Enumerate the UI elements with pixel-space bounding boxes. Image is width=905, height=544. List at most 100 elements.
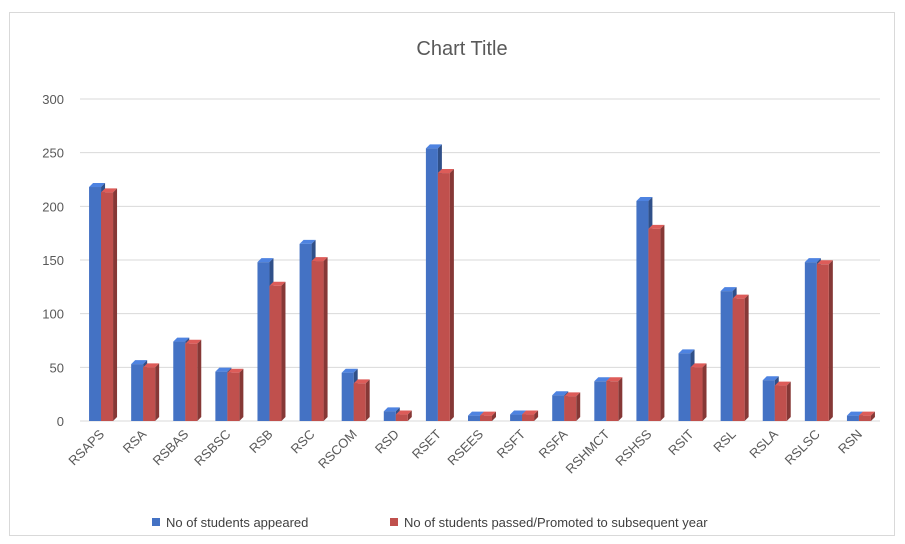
bar-top	[594, 377, 611, 382]
x-tick-label: RSLSC	[782, 427, 823, 468]
bar-front	[732, 298, 745, 421]
bar-front	[131, 364, 144, 421]
bar	[437, 169, 454, 421]
bar-top	[269, 281, 286, 286]
bar-top	[690, 363, 707, 368]
bar	[522, 410, 539, 421]
bar-top	[480, 411, 496, 416]
bar-top	[101, 188, 118, 193]
bar-front	[101, 192, 114, 421]
bar-front	[816, 264, 829, 421]
bar-front	[564, 396, 577, 421]
x-tick-label: RSAPS	[65, 426, 107, 468]
bar-side	[744, 294, 749, 421]
bar-top	[636, 196, 653, 201]
bar-side	[828, 260, 833, 421]
bar-top	[732, 294, 749, 299]
bar-front	[89, 187, 102, 421]
y-tick-label: 300	[42, 92, 64, 107]
bar-top	[816, 260, 833, 265]
y-tick-label: 0	[57, 414, 64, 429]
bar-front	[425, 148, 438, 421]
bar-front	[804, 262, 817, 421]
bar-top	[804, 258, 821, 263]
bar	[143, 363, 160, 421]
bar-front	[353, 383, 366, 421]
y-tick-label: 150	[42, 253, 64, 268]
bar-side	[155, 363, 160, 421]
x-tick-label: RSHMCT	[563, 426, 613, 476]
bar	[648, 224, 665, 421]
bar-side	[534, 410, 539, 421]
legend-item: No of students appeared	[152, 515, 308, 530]
bar	[606, 377, 623, 421]
bar-front	[395, 414, 408, 421]
bar-top	[395, 410, 412, 415]
bar-top	[774, 381, 791, 386]
bar-top	[762, 376, 779, 381]
x-tick-label: RSFA	[536, 426, 571, 461]
bar-front	[594, 381, 607, 421]
x-tick-label: RSN	[835, 427, 865, 457]
bar-front	[510, 414, 523, 421]
x-tick-label: RSBAS	[150, 426, 192, 468]
bar-top	[425, 144, 442, 149]
y-tick-label: 50	[50, 360, 64, 375]
bar-top	[341, 368, 358, 373]
bar-front	[185, 343, 198, 421]
bar	[774, 381, 791, 421]
bar-top	[311, 257, 328, 262]
bar-side	[239, 368, 244, 421]
legend-item: No of students passed/Promoted to subseq…	[390, 515, 708, 530]
y-tick-label: 200	[42, 199, 64, 214]
bar-top	[720, 287, 737, 292]
bar	[101, 188, 118, 421]
bar-side	[449, 169, 454, 421]
bar-front	[257, 262, 270, 421]
bar-side	[323, 257, 328, 421]
bar-side	[786, 381, 791, 421]
x-tick-label: RSBSC	[191, 427, 233, 469]
bar	[227, 368, 244, 421]
bar-top	[227, 368, 244, 373]
bar-top	[678, 349, 695, 354]
bar-top	[383, 407, 400, 412]
legend-swatch	[152, 518, 160, 526]
bar	[816, 260, 833, 421]
bar-side	[281, 281, 286, 421]
bar	[690, 363, 707, 421]
bar-top	[510, 410, 527, 415]
bar	[311, 257, 328, 421]
legend-swatch	[390, 518, 398, 526]
bar	[185, 339, 202, 421]
bar	[480, 411, 496, 421]
y-axis-ticks: 0 50 100 150 200 250 300	[42, 92, 64, 429]
bar-front	[720, 291, 733, 421]
bar-front	[678, 353, 691, 421]
x-tick-label: RSEES	[444, 426, 486, 468]
bar-top	[143, 363, 160, 368]
x-tick-label: RSFT	[494, 426, 529, 461]
bar-side	[407, 410, 412, 421]
y-tick-label: 250	[42, 146, 64, 161]
bar	[564, 392, 581, 421]
bar	[395, 410, 412, 421]
bar-front	[143, 367, 156, 421]
bar-side	[492, 411, 496, 421]
bar-top	[185, 339, 202, 344]
bar-side	[197, 339, 202, 421]
bar-front	[762, 380, 775, 421]
x-tick-label: RSLA	[746, 426, 781, 461]
bar-front	[606, 381, 619, 421]
bar-front	[468, 415, 480, 421]
bars	[89, 144, 875, 421]
bar-front	[437, 173, 450, 421]
x-tick-label: RSCOM	[315, 427, 360, 472]
bar-front	[648, 228, 661, 421]
bar-top	[353, 379, 370, 384]
bar	[858, 411, 875, 421]
x-tick-label: RSC	[288, 427, 318, 457]
bar-front	[858, 415, 871, 421]
bar-top	[564, 392, 581, 397]
